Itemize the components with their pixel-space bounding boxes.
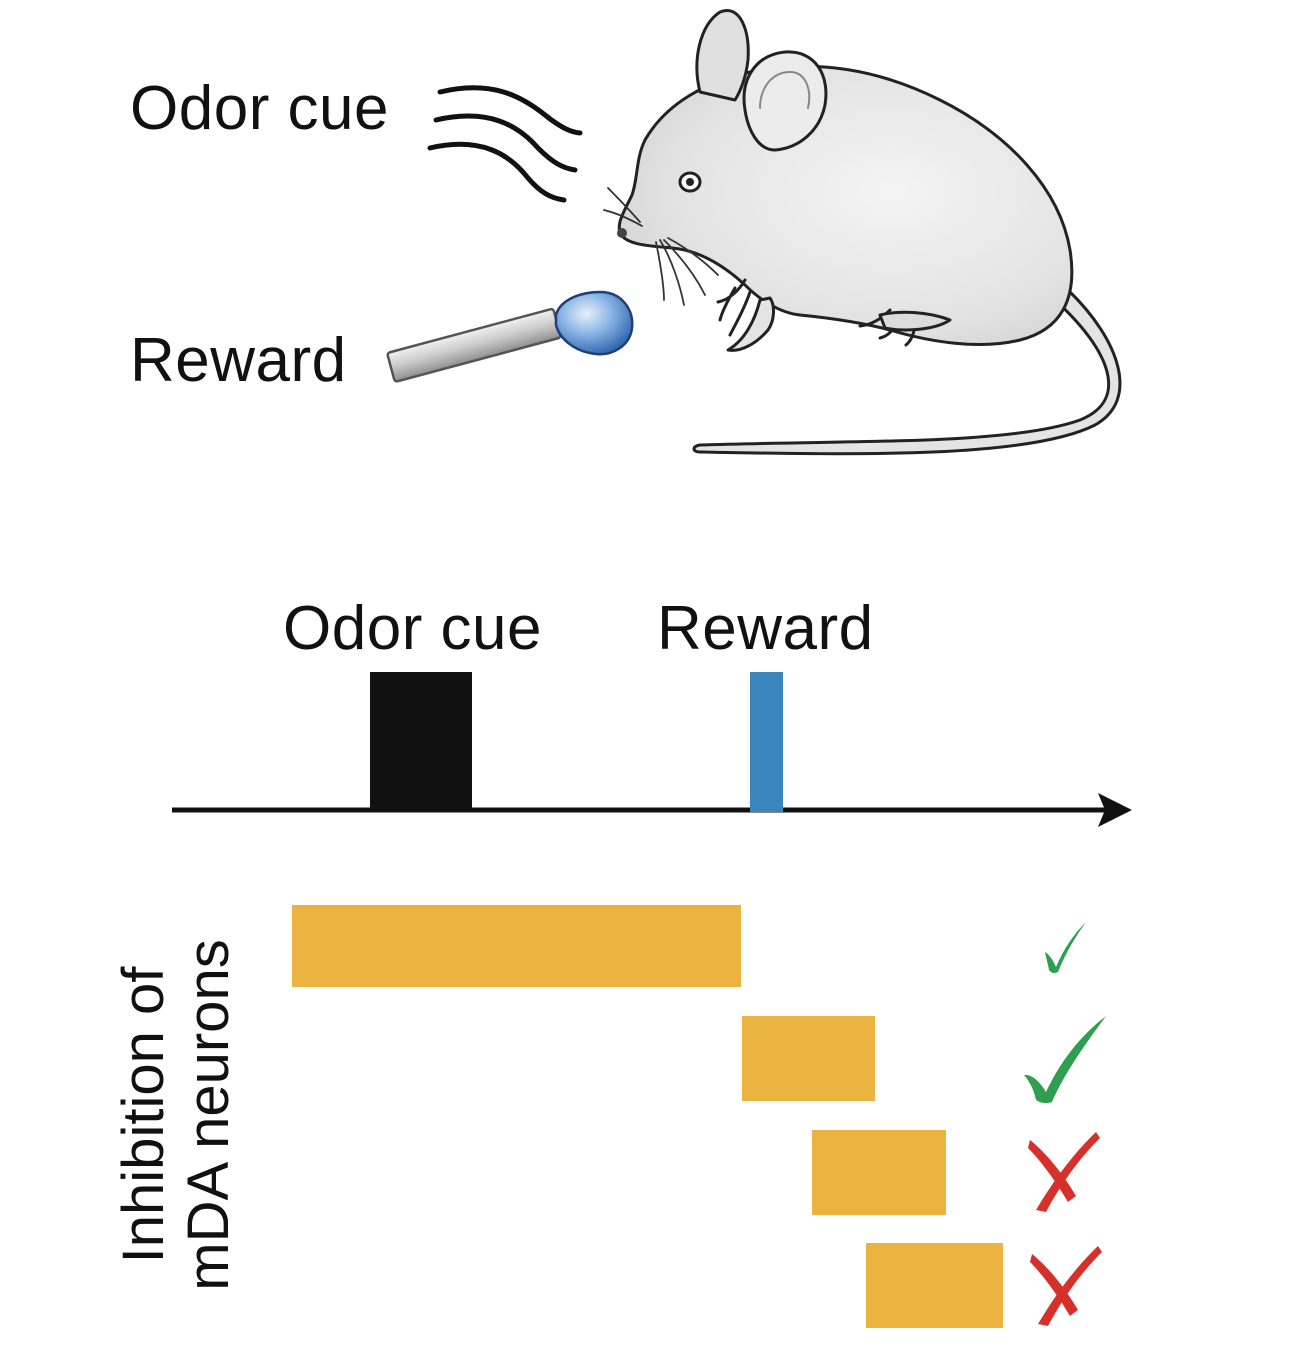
check-large-icon	[1024, 1016, 1106, 1104]
cross-icon	[1030, 1246, 1102, 1326]
inhibition-bar-4	[866, 1243, 1003, 1328]
reward-spout-icon	[386, 290, 634, 383]
inhibition-bar-1	[292, 905, 741, 987]
water-droplet-icon	[554, 290, 634, 356]
timeline-reward-label: Reward	[657, 594, 874, 663]
check-small-icon	[1045, 922, 1086, 974]
inhibition-axis-label-line1: Inhibition of	[111, 966, 176, 1264]
inhibition-bars	[292, 905, 1003, 1328]
cross-icon	[1028, 1132, 1100, 1212]
illustration-odor-label: Odor cue	[130, 74, 390, 143]
inhibition-axis-label-line2: mDA neurons	[175, 939, 241, 1291]
mouse-icon	[603, 9, 1122, 456]
illustration-reward-label: Reward	[130, 326, 347, 395]
inhibition-bar-2	[742, 1016, 875, 1101]
inhibition-bar-3	[812, 1130, 946, 1215]
inhibition-axis-label: Inhibition of mDA neurons	[111, 900, 242, 1330]
odor-waves-icon	[427, 85, 583, 203]
time-axis	[172, 793, 1132, 827]
timeline-odor-label: Odor cue	[283, 594, 543, 663]
reward-block	[750, 672, 783, 812]
arrowhead-icon	[1098, 793, 1132, 827]
odor-cue-block	[370, 672, 472, 812]
